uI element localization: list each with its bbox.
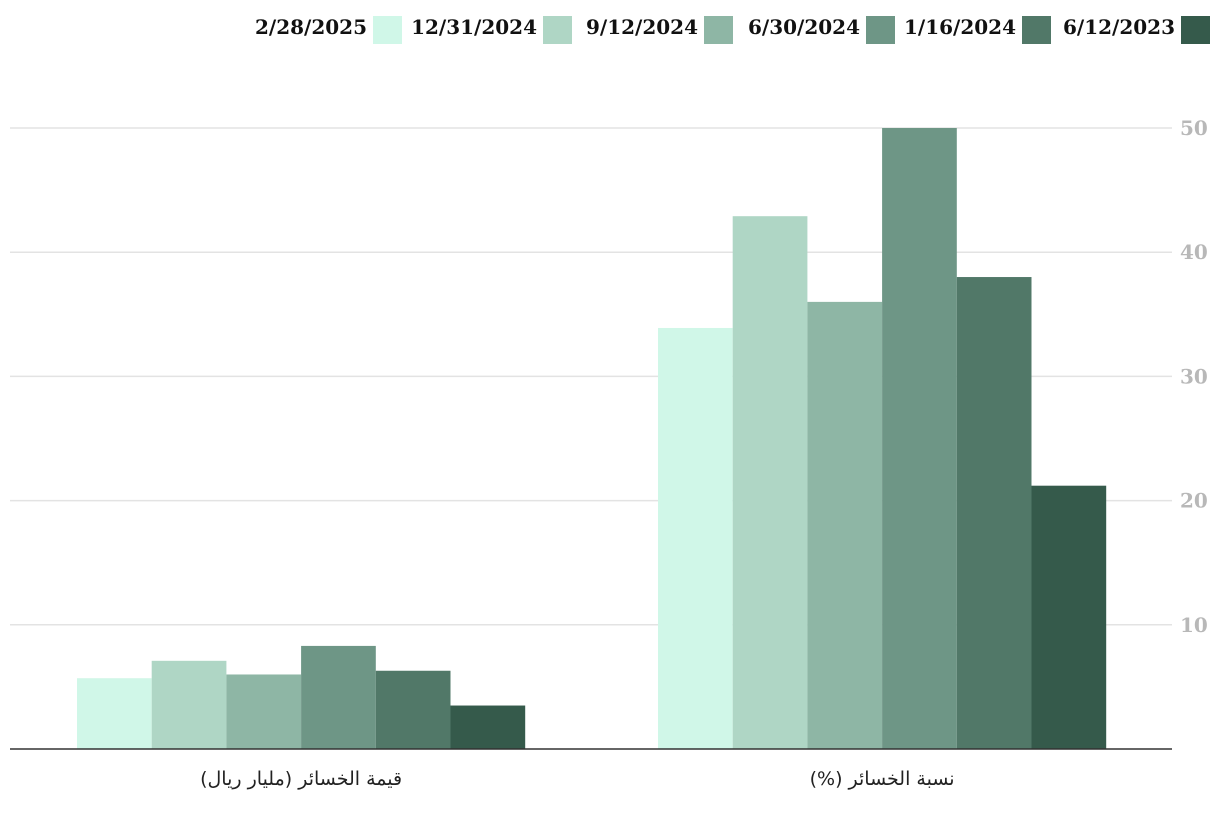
bar — [882, 128, 957, 749]
legend-swatch — [1022, 16, 1051, 44]
legend-swatch — [543, 16, 572, 44]
legend-label: 12/31/2024 — [411, 15, 537, 39]
y-tick-label: 50 — [1180, 116, 1208, 140]
bar — [151, 660, 227, 749]
legend-swatch — [1181, 16, 1210, 44]
bar — [807, 301, 883, 749]
bar — [732, 216, 808, 749]
bar — [301, 645, 376, 749]
y-tick-label: 40 — [1180, 240, 1208, 264]
legend-label: 6/12/2023 — [1063, 15, 1175, 39]
bar — [450, 705, 526, 749]
bar — [956, 277, 1032, 749]
bar — [77, 678, 152, 749]
chart-bars — [77, 128, 1107, 749]
y-tick-label: 10 — [1180, 613, 1208, 637]
legend-label: 9/12/2024 — [586, 15, 698, 39]
legend-swatch — [373, 16, 402, 44]
x-category-label: قيمة الخسائر (مليار ريال) — [200, 768, 402, 790]
bar — [226, 674, 302, 749]
bar — [375, 670, 451, 749]
chart-legend: 2/28/2025 12/31/2024 9/12/2024 6/30/2024 1/1… — [255, 15, 1210, 44]
legend-label: 1/16/2024 — [904, 15, 1016, 39]
bar — [1031, 485, 1107, 749]
legend-swatch — [866, 16, 895, 44]
legend-label: 6/30/2024 — [748, 15, 860, 39]
y-axis-ticks: 10 20 30 40 50 — [1180, 116, 1208, 637]
y-tick-label: 30 — [1180, 364, 1208, 388]
legend-label: 2/28/2025 — [255, 15, 367, 39]
bar — [658, 327, 733, 749]
x-category-label: نسبة الخسائر (%) — [810, 768, 955, 790]
legend-swatch — [704, 16, 733, 44]
x-axis-categories: قيمة الخسائر (مليار ريال) نسبة الخسائر (%… — [200, 768, 954, 790]
y-tick-label: 20 — [1180, 489, 1208, 513]
